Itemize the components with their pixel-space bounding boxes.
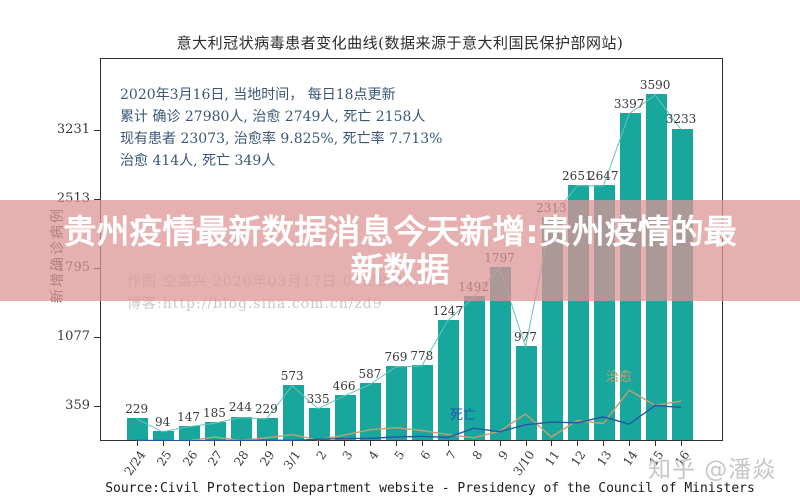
bar-3 [334,395,356,440]
bar-25 [153,430,175,440]
bar-3/1 [282,384,304,440]
y-tick-mark [94,198,100,200]
info-line-daily: 治愈 414人, 死亡 349人 [120,153,276,169]
x-tick-mark [188,441,190,446]
bar-value-label: 977 [514,329,537,344]
bar-value-label: 573 [280,368,304,383]
bar-8 [464,296,486,440]
x-tick-mark [318,441,320,446]
bar-29 [256,417,278,440]
bar-9 [490,266,512,440]
bar-value-label: 244 [228,400,252,415]
bar-value-label: 185 [203,406,226,421]
bar-value-label: 3590 [639,78,671,93]
banner-text-line-1: 贵州疫情最新数据消息今天新增:贵州疫情的最 [63,211,737,251]
bar-value-label: 229 [254,401,278,416]
watermark-zhihu: 知乎 @潘焱 [648,457,777,483]
bar-value-label: 1247 [432,303,463,318]
bar-5 [386,365,408,440]
bar-4 [360,383,382,440]
bar-2 [308,407,330,440]
x-tick-mark [577,441,579,446]
bar-26 [179,425,201,440]
bar-value-label: 335 [306,391,330,406]
bar-value-label: 147 [177,409,200,424]
info-box: 2020年3月16日, 当地时间， 每日18点更新 累计 确诊 27980人, … [120,84,442,172]
bar-value-label: 466 [332,379,356,394]
overlay-banner: 贵州疫情最新数据消息今天新增:贵州疫情的最 新数据 [0,200,800,301]
x-tick-mark [136,441,138,446]
chart-title: 意大利冠状病毒患者变化曲线(数据来源于意大利国民保护部网站) [176,34,624,52]
y-tick-mark [94,406,100,408]
chart-series-lines [136,94,682,441]
y-tick-label: 1077 [56,329,90,345]
bar-6 [412,365,434,440]
x-tick-mark [551,441,553,446]
y-tick-label: 3231 [56,121,90,137]
bar-value-label: 229 [125,401,149,416]
y-tick-mark [94,337,100,339]
bar-27 [204,422,226,440]
bar-value-label: 778 [410,349,434,364]
x-tick-mark [344,441,346,446]
bar-value-label: 3233 [665,112,697,127]
bar-value-label: 2647 [587,168,619,183]
x-tick-mark [447,441,449,446]
bar-value-label: 3397 [613,96,645,111]
x-tick-mark [499,441,501,446]
y-tick-mark [94,129,100,131]
bar-2/24 [127,417,149,440]
info-line-totals: 累计 确诊 27980人, 治愈 2749人, 死亡 2158人 [120,109,426,125]
x-tick-mark [473,441,475,446]
x-tick-mark [266,441,268,446]
x-tick-mark [240,441,242,446]
bar-value-label: 587 [358,367,382,382]
x-tick-mark [395,441,397,446]
bar-28 [230,416,252,440]
bar-value-label: 94 [154,414,171,429]
x-tick-mark [369,441,371,446]
x-tick-mark [162,441,164,446]
x-tick-mark [655,441,657,446]
x-tick-mark [681,441,683,446]
series-label-治愈: 治愈 [606,370,633,385]
x-tick-mark [603,441,605,446]
x-tick-mark [214,441,216,446]
x-tick-mark [292,441,294,446]
bar-7 [438,319,460,440]
info-line-update: 2020年3月16日, 当地时间， 每日18点更新 [120,87,396,103]
banner-text-line-2: 新数据 [350,249,450,289]
bar-value-label: 769 [384,349,408,364]
series-label-死亡: 死亡 [450,408,477,423]
bar-value-label: 2651 [562,168,593,183]
y-tick-label: 359 [65,398,90,414]
info-line-rates: 现有患者 23073, 治愈率 9.825%, 死亡率 7.713% [120,131,443,147]
x-tick-mark [525,441,527,446]
x-tick-mark [421,441,423,446]
x-tick-mark [629,441,631,446]
source-attribution: Source:Civil Protection Department websi… [105,481,755,496]
